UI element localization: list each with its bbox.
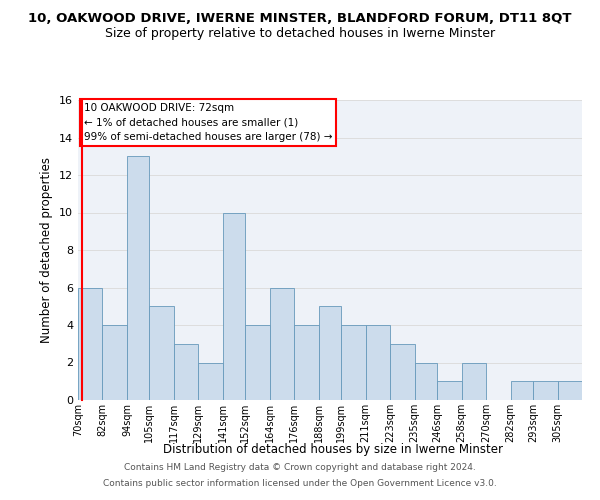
Bar <box>245 325 270 400</box>
Bar <box>366 325 390 400</box>
Y-axis label: Number of detached properties: Number of detached properties <box>40 157 53 343</box>
Bar <box>270 288 294 400</box>
Bar <box>223 212 245 400</box>
Text: 10 OAKWOOD DRIVE: 72sqm
← 1% of detached houses are smaller (1)
99% of semi-deta: 10 OAKWOOD DRIVE: 72sqm ← 1% of detached… <box>84 103 332 142</box>
Bar <box>319 306 341 400</box>
Bar <box>103 325 127 400</box>
Bar <box>149 306 174 400</box>
Bar <box>437 381 461 400</box>
Bar <box>199 362 223 400</box>
Text: Contains public sector information licensed under the Open Government Licence v3: Contains public sector information licen… <box>103 478 497 488</box>
Bar <box>390 344 415 400</box>
Bar <box>557 381 582 400</box>
Text: 10, OAKWOOD DRIVE, IWERNE MINSTER, BLANDFORD FORUM, DT11 8QT: 10, OAKWOOD DRIVE, IWERNE MINSTER, BLAND… <box>28 12 572 26</box>
Bar <box>511 381 533 400</box>
Bar <box>533 381 557 400</box>
Bar <box>415 362 437 400</box>
Text: Distribution of detached houses by size in Iwerne Minster: Distribution of detached houses by size … <box>163 442 503 456</box>
Bar <box>294 325 319 400</box>
Bar <box>78 288 103 400</box>
Bar <box>127 156 149 400</box>
Bar <box>341 325 366 400</box>
Bar <box>461 362 486 400</box>
Text: Size of property relative to detached houses in Iwerne Minster: Size of property relative to detached ho… <box>105 28 495 40</box>
Bar <box>174 344 199 400</box>
Text: Contains HM Land Registry data © Crown copyright and database right 2024.: Contains HM Land Registry data © Crown c… <box>124 464 476 472</box>
